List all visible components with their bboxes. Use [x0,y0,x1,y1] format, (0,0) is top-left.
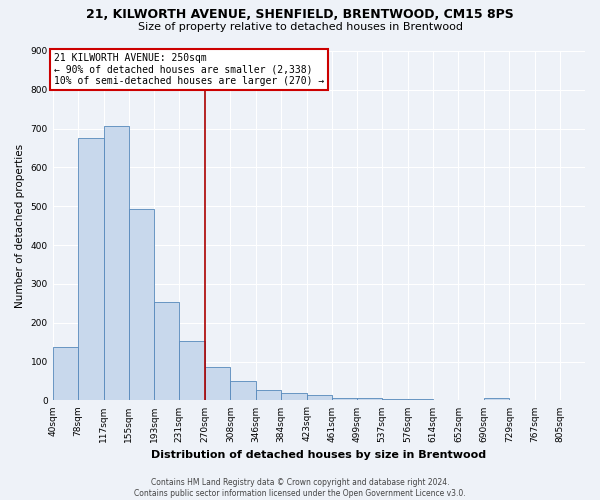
Bar [281,392,307,400]
Bar [129,210,154,400]
Bar [307,395,332,400]
Bar [78,138,104,400]
Bar [53,347,78,401]
Y-axis label: Number of detached properties: Number of detached properties [15,144,25,308]
X-axis label: Distribution of detached houses by size in Brentwood: Distribution of detached houses by size … [151,450,487,460]
Bar [382,399,408,400]
Text: 21 KILWORTH AVENUE: 250sqm
← 90% of detached houses are smaller (2,338)
10% of s: 21 KILWORTH AVENUE: 250sqm ← 90% of deta… [54,53,324,86]
Text: Size of property relative to detached houses in Brentwood: Size of property relative to detached ho… [137,22,463,32]
Bar [332,398,357,400]
Bar [484,398,509,400]
Bar [154,302,179,400]
Text: Contains HM Land Registry data © Crown copyright and database right 2024.
Contai: Contains HM Land Registry data © Crown c… [134,478,466,498]
Bar [179,342,205,400]
Text: 21, KILWORTH AVENUE, SHENFIELD, BRENTWOOD, CM15 8PS: 21, KILWORTH AVENUE, SHENFIELD, BRENTWOO… [86,8,514,20]
Bar [256,390,281,400]
Bar [230,381,256,400]
Bar [205,368,230,400]
Bar [357,398,382,400]
Bar [104,126,129,400]
